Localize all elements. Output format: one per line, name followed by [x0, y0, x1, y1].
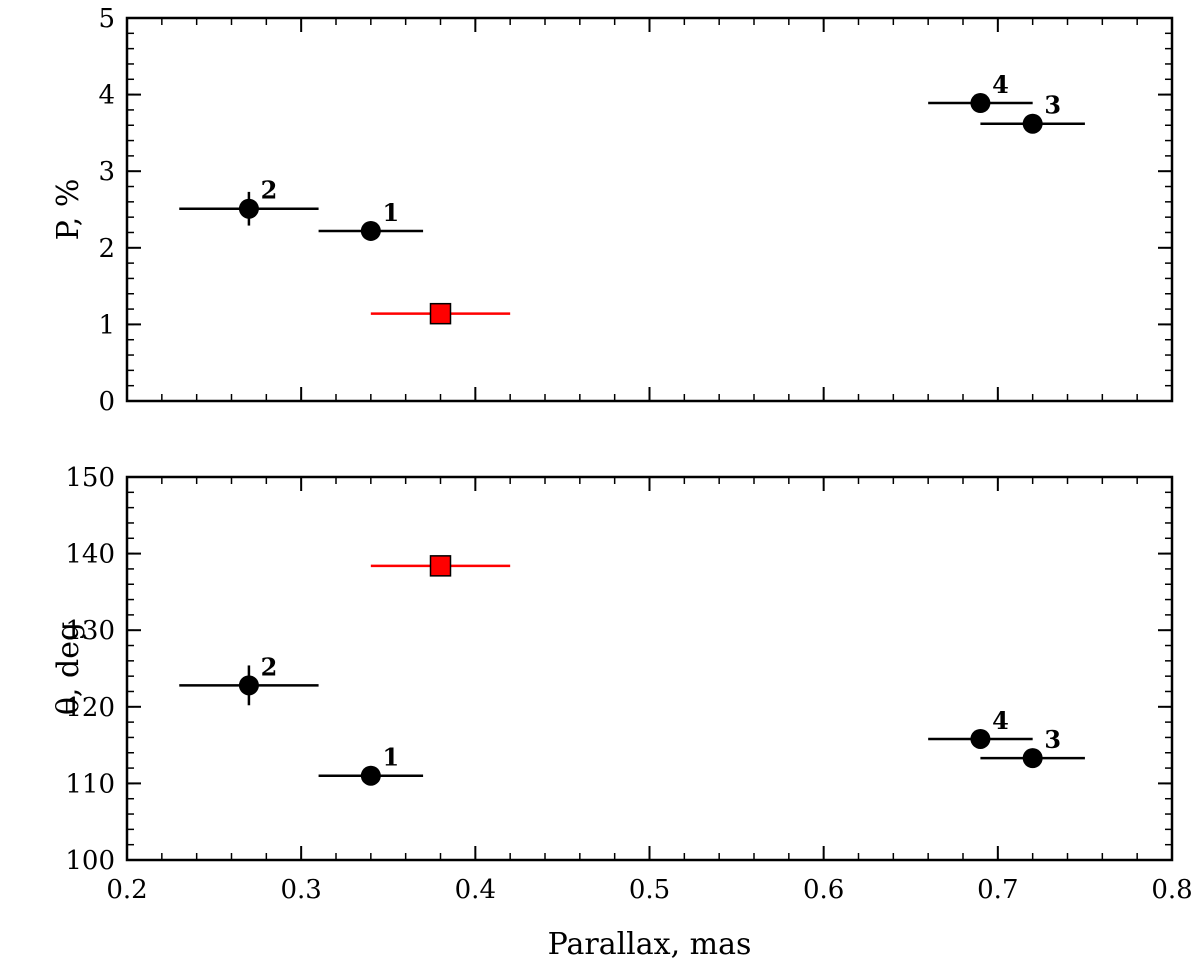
- x-tick-label: 0.5: [629, 875, 670, 905]
- red-square-point: [370, 302, 511, 325]
- x-tick-label: 0.4: [455, 875, 496, 905]
- data-point-1: 1: [318, 743, 424, 786]
- data-point-4: 4: [928, 70, 1033, 114]
- plot-frame: [125, 475, 1174, 862]
- circle-marker: [970, 93, 991, 114]
- circle-marker: [360, 220, 381, 241]
- square-marker: [429, 302, 452, 325]
- y-tick-label: 130: [65, 616, 115, 646]
- data-point-2: 2: [179, 652, 319, 706]
- y-tick-label: 140: [65, 540, 115, 570]
- circle-marker: [238, 675, 259, 696]
- data-point-3: 3: [980, 91, 1085, 134]
- point-label: 4: [992, 70, 1009, 99]
- polarization-degree-panel: 0 1 2 3 4 5 P, % 1 2 3 4: [51, 4, 1174, 417]
- y-tick-label: 2: [98, 234, 115, 264]
- x-axis-label: Parallax, mas: [548, 927, 752, 962]
- x-tick-label: 0.2: [106, 875, 147, 905]
- circle-marker: [360, 765, 381, 786]
- point-label: 1: [382, 743, 399, 772]
- circle-marker: [970, 728, 991, 749]
- y-tick-label: 3: [98, 157, 115, 187]
- x-tick-label: 0.6: [803, 875, 844, 905]
- point-label: 3: [1044, 725, 1061, 754]
- y-axis-label: P, %: [51, 179, 86, 241]
- data-point-2: 2: [179, 176, 319, 226]
- point-label: 1: [382, 198, 399, 227]
- point-label: 4: [992, 706, 1009, 735]
- x-tick-label: 0.8: [1151, 875, 1192, 905]
- y-tick-label: 150: [65, 463, 115, 493]
- point-label: 2: [261, 176, 278, 205]
- point-label: 3: [1044, 91, 1061, 120]
- circle-marker: [1022, 113, 1043, 134]
- x-tick-label: 0.3: [280, 875, 321, 905]
- square-marker: [429, 555, 452, 577]
- circle-marker: [238, 198, 259, 219]
- y-tick-label: 5: [98, 4, 115, 34]
- data-point-3: 3: [980, 725, 1085, 769]
- y-tick-label: 120: [65, 693, 115, 723]
- x-tick-label: 0.7: [977, 875, 1018, 905]
- y-tick-label: 4: [98, 81, 115, 111]
- data-point-1: 1: [318, 198, 424, 241]
- y-tick-label: 110: [65, 769, 115, 799]
- y-tick-label: 100: [65, 846, 115, 876]
- polarization-angle-panel: 0.2 0.3 0.4 0.5 0.6 0.7 0.8 100 110 120 130 140 150 θ…: [51, 463, 1193, 962]
- y-axis-label: θ, deg: [51, 622, 86, 715]
- red-square-point: [370, 555, 511, 577]
- data-point-4: 4: [928, 706, 1033, 749]
- circle-marker: [1022, 748, 1043, 769]
- point-label: 2: [261, 652, 278, 681]
- y-tick-label: 0: [98, 387, 115, 417]
- y-tick-label: 1: [98, 310, 115, 340]
